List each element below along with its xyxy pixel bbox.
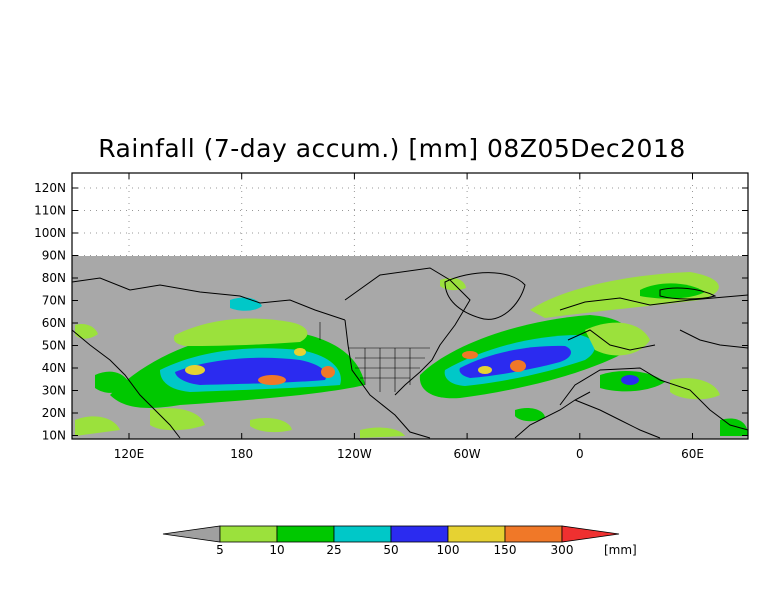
lon-tick-label: 60W (454, 447, 481, 461)
coastlines (71, 267, 749, 439)
lon-tick-label: 60E (681, 447, 704, 461)
lon-tick-label: 0 (576, 447, 584, 461)
colorbar-segment (447, 525, 506, 543)
colorbar-label: 10 (269, 543, 284, 557)
latitude-axis-labels: 120N 110N 100N 90N 80N 70N 60N 50N 40N 30N 20N 10N (34, 181, 66, 443)
lat-tick-label: 50N (42, 339, 66, 353)
lat-tick-label: 30N (42, 384, 66, 398)
lat-tick-label: 70N (42, 294, 66, 308)
colorbar-segment (219, 525, 278, 543)
lat-tick-label: 110N (34, 204, 66, 218)
colorbar-label: 100 (437, 543, 460, 557)
colorbar-label: 50 (383, 543, 398, 557)
lon-gridlines (128, 173, 693, 256)
colorbar-label: 300 (551, 543, 574, 557)
lat-tick-label: 100N (34, 226, 66, 240)
colorbar-low-arrow (162, 525, 221, 543)
colorbar-segment (333, 525, 392, 543)
colorbar-label: 5 (216, 543, 224, 557)
longitude-axis-labels: 120E 180 120W 60W 0 60E (114, 447, 704, 461)
lon-tick-label: 120E (114, 447, 145, 461)
colorbar-segment (504, 525, 563, 543)
lon-tick-label: 180 (230, 447, 253, 461)
lat-tick-label: 80N (42, 271, 66, 285)
lon-tick-label: 120W (337, 447, 372, 461)
colorbar-label: 150 (494, 543, 517, 557)
colorbar-labels: 5 10 25 50 100 150 300 (216, 543, 573, 557)
lat-gridlines (72, 187, 748, 256)
colorbar (162, 525, 620, 543)
colorbar-label: 25 (326, 543, 341, 557)
lat-tick-label: 90N (42, 249, 66, 263)
lat-tick-label: 120N (34, 181, 66, 195)
lat-tick-label: 60N (42, 316, 66, 330)
colorbar-segment (390, 525, 449, 543)
map-title: Rainfall (7-day accum.) [mm] 08Z05Dec201… (98, 134, 686, 163)
rainfall-areas (75, 272, 748, 438)
map-frame (71, 172, 749, 440)
us-state-borders (319, 322, 430, 392)
lat-tick-label: 10N (42, 429, 66, 443)
lat-tick-label: 40N (42, 361, 66, 375)
latitude-tick-marks (72, 187, 748, 436)
colorbar-unit: [mm] (604, 543, 637, 557)
colorbar-high-arrow (561, 525, 620, 543)
lat-tick-label: 20N (42, 406, 66, 420)
colorbar-segment (276, 525, 335, 543)
longitude-tick-marks (128, 173, 693, 439)
